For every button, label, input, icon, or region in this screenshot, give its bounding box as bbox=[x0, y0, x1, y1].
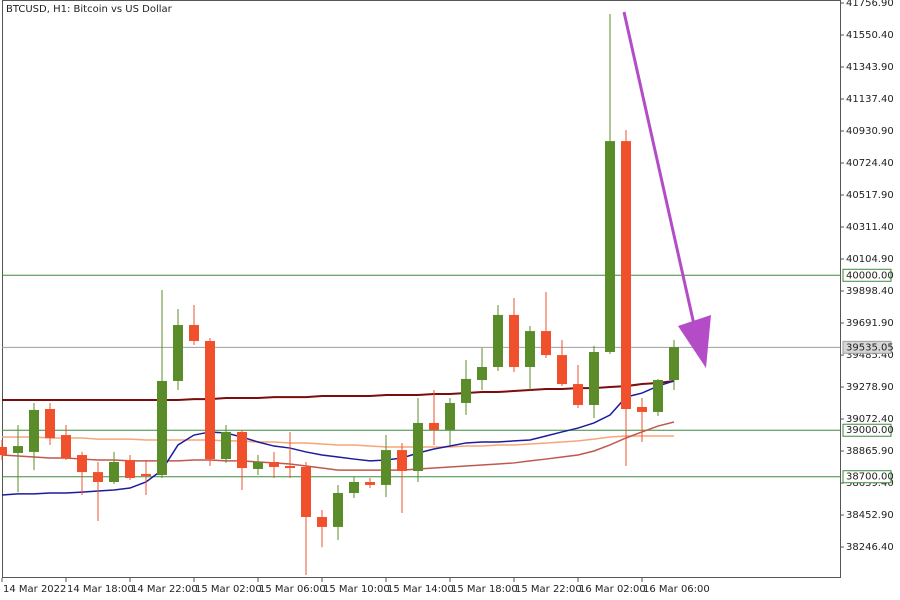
candle-body bbox=[157, 380, 167, 476]
y-tick-label: 40517.90 bbox=[846, 190, 894, 201]
candle-body bbox=[237, 431, 247, 469]
candle-body bbox=[461, 378, 471, 403]
candle-body bbox=[285, 466, 295, 469]
candle-body bbox=[477, 367, 487, 381]
arrow-head bbox=[678, 315, 711, 368]
candle-body bbox=[301, 466, 311, 518]
candle-body bbox=[205, 340, 215, 460]
candle-body bbox=[189, 325, 199, 341]
x-tick-label: 15 Mar 02:00 bbox=[195, 584, 262, 595]
candle-body bbox=[445, 402, 455, 430]
y-tick-label: 41756.90 bbox=[846, 0, 894, 9]
candle-body bbox=[525, 331, 535, 368]
x-tick-label: 16 Mar 06:00 bbox=[643, 584, 710, 595]
y-tick-label: 38452.90 bbox=[846, 510, 894, 521]
candle-body bbox=[29, 409, 39, 452]
level-label: 38700.00 bbox=[846, 472, 894, 483]
y-tick-label: 38246.40 bbox=[846, 542, 894, 553]
x-tick-label: 15 Mar 22:00 bbox=[515, 584, 582, 595]
candle-body bbox=[45, 409, 55, 438]
candle-body bbox=[269, 462, 279, 467]
candle-body bbox=[541, 331, 551, 356]
candle-body bbox=[349, 481, 359, 493]
candle-body bbox=[397, 450, 407, 471]
annotation-arrow bbox=[622, 11, 711, 368]
x-tick-label: 16 Mar 02:00 bbox=[579, 584, 646, 595]
candle-body bbox=[589, 351, 599, 405]
chart-title: BTCUSD, H1: Bitcoin vs US Dollar bbox=[6, 4, 173, 15]
candle-body bbox=[221, 431, 231, 460]
candle-body bbox=[573, 384, 583, 405]
y-tick-label: 38865.90 bbox=[846, 446, 894, 457]
y-tick-label: 39898.40 bbox=[846, 286, 894, 297]
candle-body bbox=[413, 422, 423, 471]
candle-body bbox=[509, 314, 519, 368]
y-tick-label: 39072.40 bbox=[846, 414, 894, 425]
y-tick-label: 39485.40 bbox=[846, 350, 894, 361]
y-tick-label: 40311.40 bbox=[846, 222, 894, 233]
candle-body bbox=[173, 325, 183, 381]
level-label-box bbox=[842, 470, 892, 484]
candle-body bbox=[0, 446, 7, 456]
candle-body bbox=[93, 472, 103, 482]
candle-body bbox=[637, 406, 647, 412]
x-tick-label: 14 Mar 18:00 bbox=[67, 584, 134, 595]
candle-body bbox=[333, 493, 343, 527]
x-tick-label: 15 Mar 18:00 bbox=[451, 584, 518, 595]
ma-line bbox=[2, 379, 675, 402]
candle-body bbox=[13, 446, 23, 454]
x-tick-label: 15 Mar 14:00 bbox=[387, 584, 454, 595]
candle-body bbox=[493, 314, 503, 368]
candle-body bbox=[669, 347, 679, 381]
level-label-box bbox=[842, 340, 892, 354]
level-label-box bbox=[842, 268, 892, 282]
plot-frame bbox=[2, 0, 841, 578]
level-label-box bbox=[842, 423, 892, 437]
x-tick-label: 14 Mar 2022 bbox=[3, 584, 66, 595]
candle-body bbox=[317, 517, 327, 527]
y-tick-label: 41137.40 bbox=[846, 94, 894, 105]
x-tick-label: 15 Mar 10:00 bbox=[323, 584, 390, 595]
arrow-shaft bbox=[622, 11, 699, 339]
y-tick-label: 41343.90 bbox=[846, 62, 894, 73]
ma-line bbox=[1, 380, 675, 496]
candles bbox=[0, 13, 679, 575]
y-tick-label: 39691.90 bbox=[846, 318, 894, 329]
level-label: 39000.00 bbox=[846, 425, 894, 436]
candle-body bbox=[621, 141, 631, 410]
candle-body bbox=[653, 380, 663, 412]
level-label: 40000.00 bbox=[846, 270, 894, 281]
level-label: 39535.05 bbox=[846, 342, 894, 353]
candle-body bbox=[141, 473, 151, 476]
y-tick-label: 40104.90 bbox=[846, 254, 894, 265]
y-tick-label: 39278.90 bbox=[846, 382, 894, 393]
candle-body bbox=[557, 355, 567, 385]
y-tick-label: 40930.90 bbox=[846, 126, 894, 137]
candle-body bbox=[125, 459, 135, 478]
y-tick-label: 40724.40 bbox=[846, 158, 894, 169]
candle-body bbox=[109, 462, 119, 482]
y-tick-label: 38659.40 bbox=[846, 478, 894, 489]
y-tick-label: 41550.40 bbox=[846, 30, 894, 41]
candle-body bbox=[253, 462, 263, 469]
x-tick-label: 15 Mar 06:00 bbox=[259, 584, 326, 595]
candle-body bbox=[381, 450, 391, 485]
candle-body bbox=[61, 435, 71, 458]
candle-body bbox=[365, 481, 375, 485]
candle-body bbox=[429, 422, 439, 430]
candle-body bbox=[77, 455, 87, 473]
ma-line bbox=[2, 435, 674, 448]
candle-body bbox=[605, 141, 615, 352]
x-tick-label: 14 Mar 22:00 bbox=[131, 584, 198, 595]
